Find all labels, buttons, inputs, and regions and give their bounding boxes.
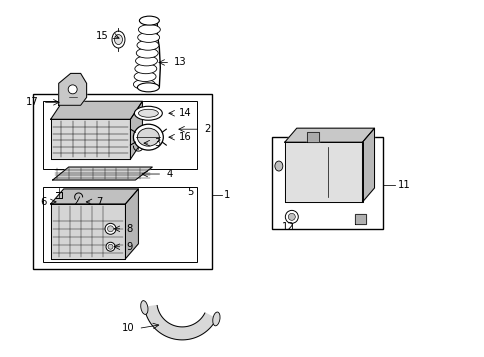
Ellipse shape [139, 16, 159, 25]
Polygon shape [306, 132, 318, 142]
Ellipse shape [114, 35, 122, 45]
Bar [43, 187, 197, 262]
Ellipse shape [138, 109, 158, 117]
Ellipse shape [133, 79, 155, 89]
Ellipse shape [140, 301, 148, 315]
Polygon shape [59, 74, 87, 105]
Ellipse shape [212, 312, 220, 326]
Circle shape [287, 213, 295, 220]
Text: 17: 17 [26, 97, 39, 107]
Text: 5: 5 [187, 187, 193, 197]
Text: 14: 14 [179, 108, 192, 118]
Polygon shape [53, 167, 152, 180]
Bar [33, 94, 212, 269]
Ellipse shape [137, 128, 159, 146]
Polygon shape [51, 101, 142, 119]
Text: 2: 2 [204, 124, 210, 134]
Polygon shape [354, 214, 365, 224]
Polygon shape [130, 101, 142, 159]
Text: 12: 12 [281, 222, 294, 232]
Circle shape [106, 242, 115, 251]
Ellipse shape [134, 106, 162, 120]
Circle shape [107, 226, 113, 232]
Ellipse shape [136, 48, 158, 58]
Text: 3: 3 [154, 138, 160, 148]
Polygon shape [51, 119, 130, 159]
Circle shape [105, 223, 116, 234]
Circle shape [108, 244, 113, 249]
Polygon shape [144, 306, 216, 340]
Polygon shape [362, 128, 374, 202]
Ellipse shape [136, 40, 159, 50]
Ellipse shape [137, 32, 159, 42]
Text: 1: 1 [224, 190, 230, 200]
Ellipse shape [134, 71, 156, 81]
Ellipse shape [136, 56, 157, 66]
Text: 7: 7 [96, 197, 103, 207]
Text: 13: 13 [174, 57, 186, 67]
Ellipse shape [135, 64, 156, 74]
Ellipse shape [112, 31, 125, 48]
Text: 11: 11 [396, 180, 409, 190]
Polygon shape [284, 142, 362, 202]
Text: 8: 8 [126, 224, 133, 234]
Bar [272, 137, 383, 229]
Bar [43, 101, 197, 169]
Circle shape [68, 85, 77, 94]
Polygon shape [125, 189, 138, 259]
Text: 4: 4 [166, 169, 172, 179]
Text: 15: 15 [95, 31, 108, 41]
Polygon shape [284, 128, 374, 142]
Ellipse shape [133, 124, 163, 150]
Text: 6: 6 [40, 197, 46, 207]
Polygon shape [51, 189, 138, 204]
Text: 9: 9 [126, 242, 133, 252]
Text: 16: 16 [179, 132, 192, 142]
Text: 10: 10 [121, 323, 134, 333]
Ellipse shape [274, 161, 282, 171]
Ellipse shape [138, 25, 160, 35]
Polygon shape [51, 204, 125, 259]
Circle shape [285, 210, 298, 223]
Ellipse shape [137, 83, 159, 92]
